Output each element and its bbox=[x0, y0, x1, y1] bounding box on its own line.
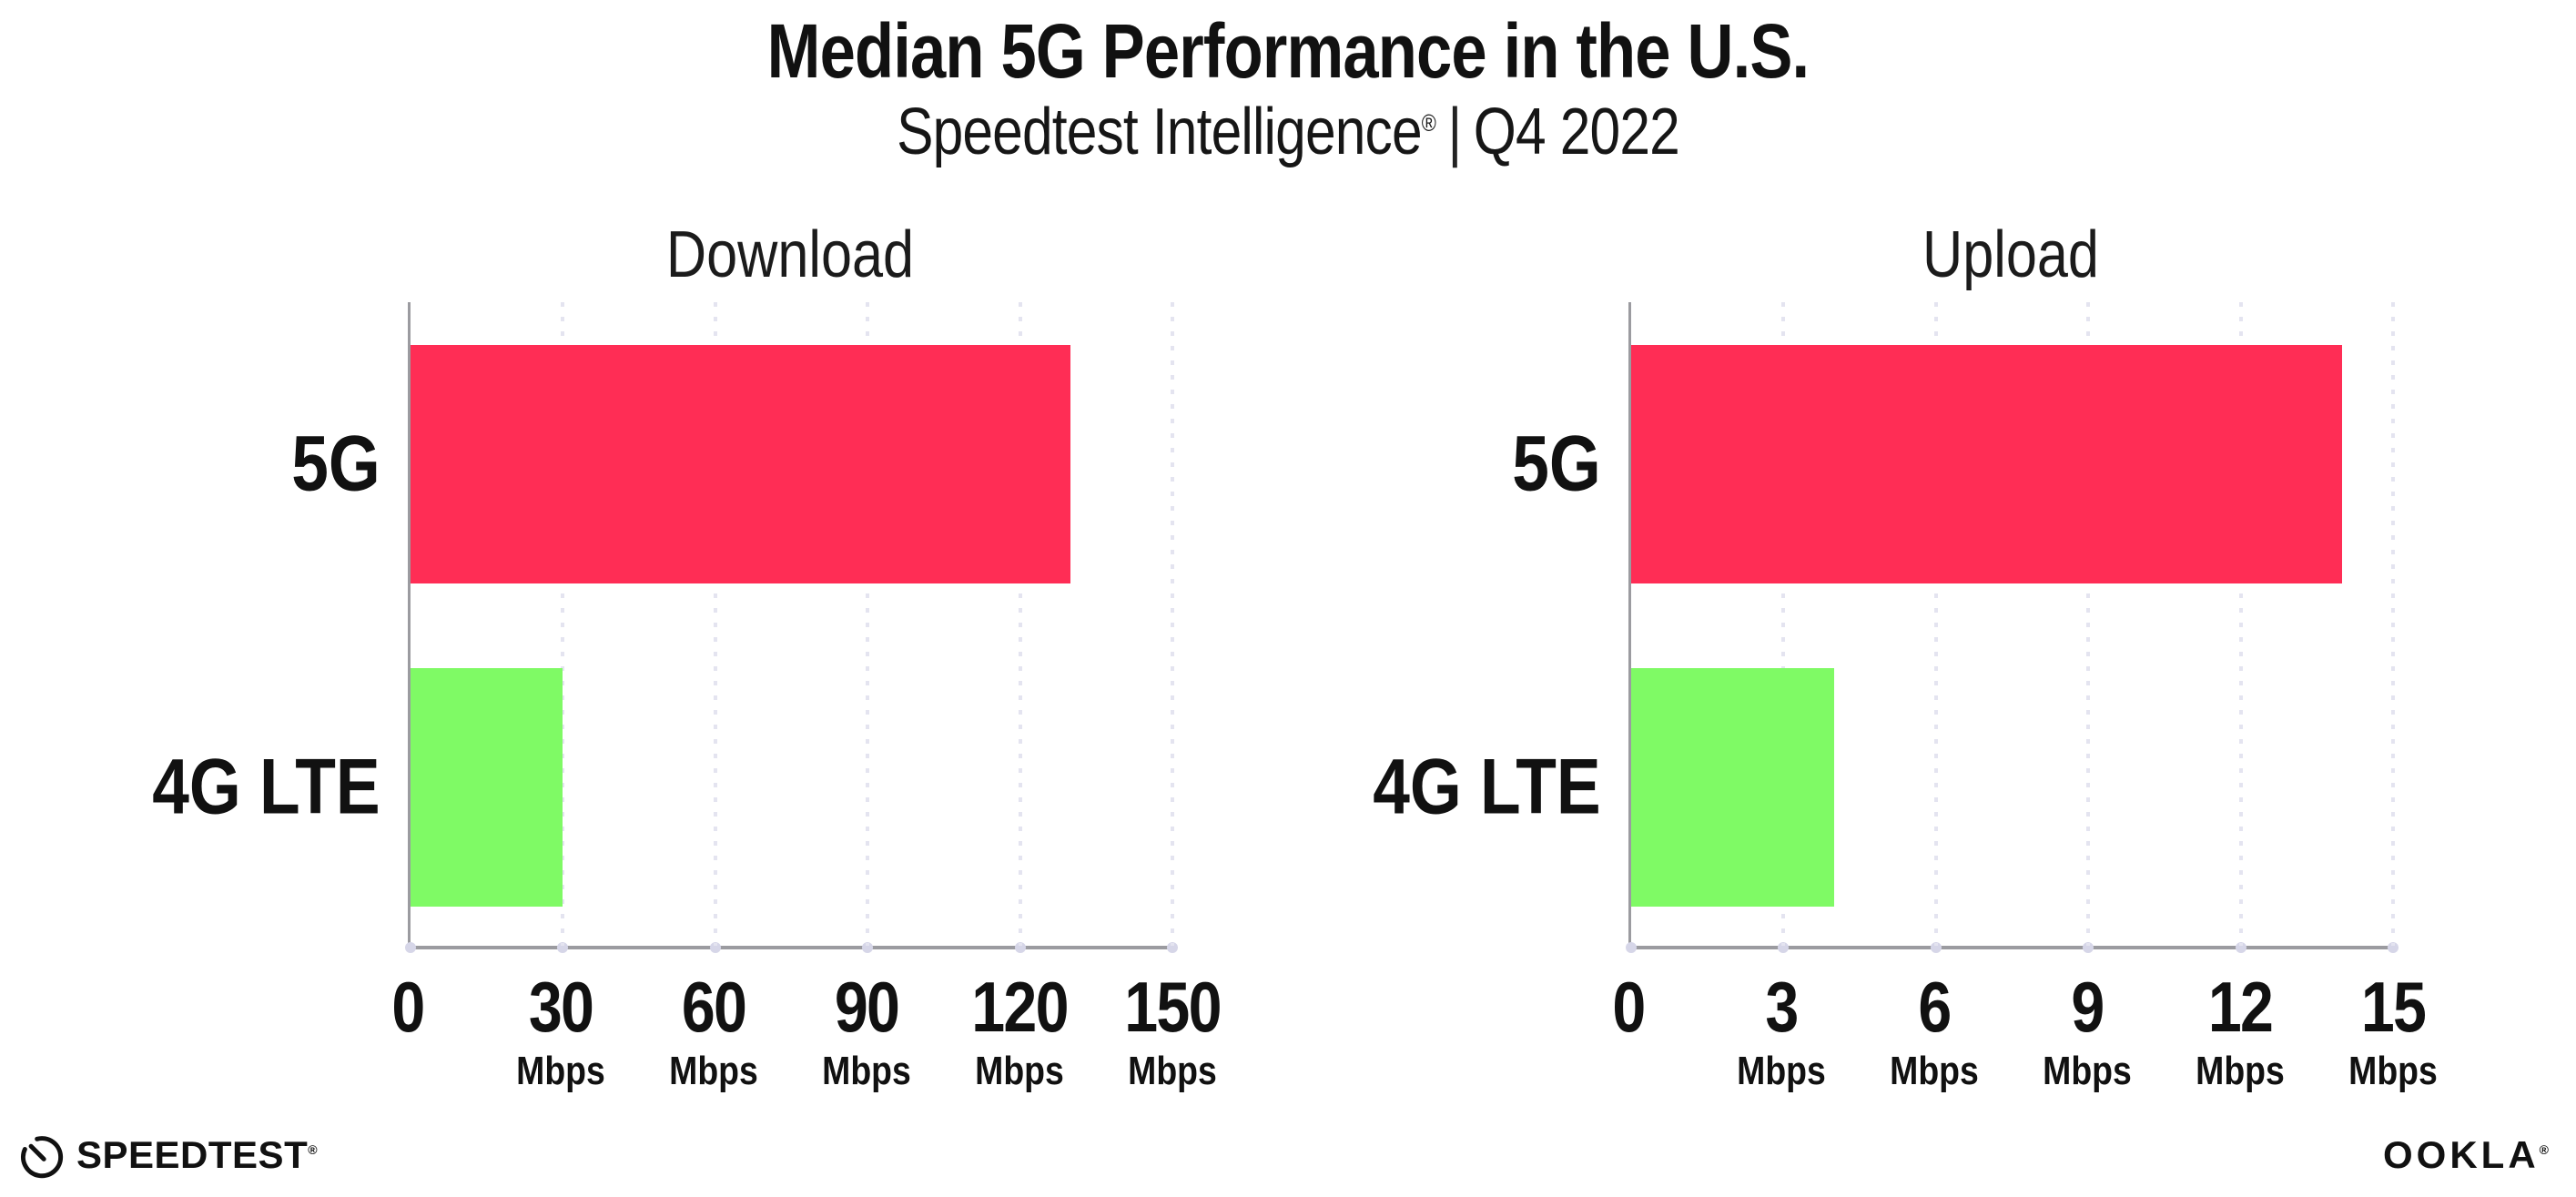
upload-plot-area bbox=[1626, 301, 2399, 953]
download-plot-area bbox=[405, 301, 1178, 953]
speedtest-wordmark: SPEEDTEST® bbox=[76, 1133, 318, 1177]
registered-trademark-icon: ® bbox=[2539, 1142, 2552, 1157]
download-bar-5g bbox=[411, 344, 1071, 583]
axis-tick-dot-9 bbox=[2083, 941, 2094, 953]
x-tick-value: 12 bbox=[2207, 966, 2274, 1047]
x-tick-3: 3 Mbps bbox=[1729, 971, 1834, 1091]
x-tick-unit: Mbps bbox=[2043, 1048, 2132, 1093]
charts-row: Download 5G 4G LTE 0 30 Mbps 60 Mbps 90 Mbps 12… bbox=[137, 220, 2576, 1126]
x-tick-unit: Mbps bbox=[822, 1048, 911, 1093]
x-tick-0: 0 bbox=[389, 971, 426, 1042]
upload-bar-4g-lte bbox=[1631, 667, 1835, 907]
x-tick-value: 120 bbox=[971, 966, 1069, 1047]
download-chart-body: 5G 4G LTE bbox=[137, 301, 1178, 953]
x-tick-0: 0 bbox=[1609, 971, 1647, 1042]
upload-x-axis-labels: 0 3 Mbps 6 Mbps 9 Mbps 12 Mbps 15 Mbps bbox=[1612, 971, 2437, 1126]
x-tick-unit: Mbps bbox=[1890, 1048, 1979, 1093]
x-tick-value: 3 bbox=[1765, 966, 1799, 1047]
x-tick-value: 9 bbox=[2071, 966, 2104, 1047]
gridline-9-mbps bbox=[2086, 301, 2091, 946]
x-tick-value: 0 bbox=[1612, 966, 1646, 1047]
x-tick-150: 150 Mbps bbox=[1116, 971, 1229, 1091]
subtitle-period: Q4 2022 bbox=[1473, 96, 1680, 169]
gridline-3-mbps bbox=[1781, 301, 1786, 946]
x-tick-9: 9 Mbps bbox=[2035, 971, 2140, 1091]
subtitle-separator: | bbox=[1447, 96, 1462, 169]
x-tick-value: 60 bbox=[681, 966, 747, 1047]
gridline-150-mbps bbox=[1171, 301, 1174, 946]
gridline-30-mbps bbox=[561, 301, 565, 946]
upload-chart-title: Upload bbox=[1922, 218, 2099, 291]
x-tick-unit: Mbps bbox=[975, 1048, 1064, 1093]
axis-tick-dot-60 bbox=[709, 941, 721, 953]
category-label-5g: 5G bbox=[291, 420, 380, 508]
download-chart: Download 5G 4G LTE 0 30 Mbps 60 Mbps 90 Mbps 12… bbox=[137, 218, 1222, 1126]
upload-category-axis: 5G 4G LTE bbox=[1357, 302, 1628, 949]
category-label-5g: 5G bbox=[1512, 420, 1601, 508]
x-tick-60: 60 Mbps bbox=[662, 971, 766, 1091]
x-tick-value: 90 bbox=[834, 966, 900, 1047]
page-title: Median 5G Performance in the U.S. bbox=[766, 8, 1810, 94]
category-label-4g-lte: 4G LTE bbox=[1373, 743, 1601, 831]
download-category-axis: 5G 4G LTE bbox=[137, 302, 408, 949]
ookla-label: OOKLA bbox=[2383, 1133, 2540, 1176]
download-chart-title: Download bbox=[665, 218, 915, 291]
x-tick-value: 15 bbox=[2360, 966, 2427, 1047]
footer: SPEEDTEST® OOKLA® bbox=[0, 1130, 2576, 1181]
gridline-15-mbps bbox=[2391, 301, 2395, 946]
gridline-6-mbps bbox=[1933, 301, 1938, 946]
gridline-90-mbps bbox=[866, 301, 870, 946]
gridline-120-mbps bbox=[1018, 301, 1022, 946]
subtitle-brand: Speedtest Intelligence bbox=[897, 96, 1423, 169]
x-tick-value: 6 bbox=[1918, 966, 1952, 1047]
x-tick-unit: Mbps bbox=[2196, 1048, 2285, 1093]
x-tick-120: 120 Mbps bbox=[963, 971, 1076, 1091]
axis-tick-dot-15 bbox=[2388, 941, 2399, 953]
x-tick-6: 6 Mbps bbox=[1882, 971, 1987, 1091]
x-tick-unit: Mbps bbox=[1737, 1048, 1826, 1093]
speedtest-label: SPEEDTEST bbox=[76, 1133, 309, 1176]
axis-tick-dot-3 bbox=[1778, 941, 1790, 953]
x-tick-unit: Mbps bbox=[2348, 1048, 2438, 1093]
download-x-axis-labels: 0 30 Mbps 60 Mbps 90 Mbps 120 Mbps 150 Mbps bbox=[391, 971, 1222, 1126]
x-tick-unit: Mbps bbox=[516, 1048, 605, 1093]
registered-trademark-icon: ® bbox=[308, 1142, 319, 1157]
gridline-12-mbps bbox=[2238, 301, 2243, 946]
x-tick-value: 30 bbox=[528, 966, 594, 1047]
x-tick-value: 150 bbox=[1124, 966, 1222, 1047]
axis-tick-dot-120 bbox=[1014, 941, 1026, 953]
axis-tick-dot-0 bbox=[1626, 941, 1637, 953]
upload-bar-5g bbox=[1631, 344, 2343, 583]
axis-tick-dot-6 bbox=[1930, 941, 1942, 953]
upload-chart: Upload 5G 4G LTE 0 3 Mbps 6 Mbps 9 Mbps 12 Mbps 1… bbox=[1357, 218, 2438, 1126]
x-tick-value: 0 bbox=[391, 966, 425, 1047]
page-subtitle: Speedtest Intelligence® | Q4 2022 bbox=[206, 96, 2369, 169]
axis-tick-dot-30 bbox=[557, 941, 569, 953]
axis-tick-dot-150 bbox=[1167, 941, 1178, 953]
header: Median 5G Performance in the U.S. Speedt… bbox=[0, 11, 2576, 167]
x-tick-12: 12 Mbps bbox=[2188, 971, 2293, 1091]
x-tick-15: 15 Mbps bbox=[2341, 971, 2446, 1091]
x-tick-unit: Mbps bbox=[669, 1048, 758, 1093]
axis-tick-dot-90 bbox=[862, 941, 874, 953]
ookla-logo: OOKLA® bbox=[2383, 1133, 2552, 1177]
x-tick-90: 90 Mbps bbox=[815, 971, 919, 1091]
registered-trademark-icon: ® bbox=[1421, 109, 1436, 137]
gridline-60-mbps bbox=[713, 301, 717, 946]
axis-tick-dot-12 bbox=[2235, 941, 2246, 953]
category-label-4g-lte: 4G LTE bbox=[152, 743, 380, 831]
x-tick-unit: Mbps bbox=[1128, 1048, 1217, 1093]
speedtest-logo: SPEEDTEST® bbox=[18, 1131, 318, 1179]
upload-chart-body: 5G 4G LTE bbox=[1357, 301, 2399, 953]
gauge-icon bbox=[18, 1131, 66, 1179]
download-bar-4g-lte bbox=[411, 667, 563, 907]
x-tick-30: 30 Mbps bbox=[509, 971, 614, 1091]
axis-tick-dot-0 bbox=[405, 941, 416, 953]
